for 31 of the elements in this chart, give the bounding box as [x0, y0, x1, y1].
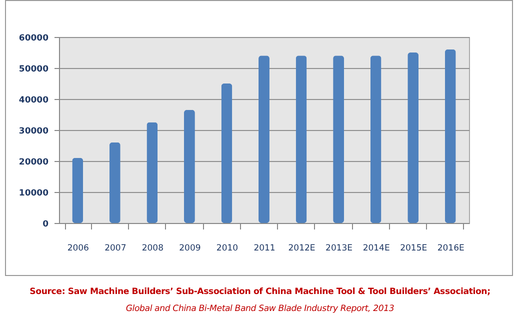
x-tick-label: 2014E: [362, 244, 390, 254]
x-tick-label: 2006: [67, 244, 89, 254]
bar: [109, 142, 120, 223]
y-tick-label: 40000: [18, 96, 49, 106]
x-tick-label: 2007: [104, 244, 126, 254]
x-tick-label: 2013E: [326, 244, 353, 254]
y-tick-label: 60000: [18, 34, 49, 44]
bar: [184, 110, 195, 223]
y-tick-label: 20000: [18, 158, 49, 168]
source-note: Source: Saw Machine Builders’ Sub-Association of China Machine Tool & Tool Builders’ Association;: [28, 286, 492, 299]
y-tick-label: 30000: [18, 126, 49, 136]
text: Global and China Bi-Metal Band Saw Blade Industry Report, 2013: [124, 303, 396, 316]
x-tick-label: 2010: [216, 244, 238, 254]
bar: [333, 56, 344, 223]
x-tick-label: 2011: [254, 244, 276, 254]
x-tick-label: 2015E: [400, 244, 428, 254]
bar: [221, 84, 232, 223]
bar: [408, 52, 419, 223]
x-tick-label: 2008: [142, 244, 164, 254]
y-tick-label: 50000: [18, 64, 49, 74]
bar: [444, 49, 456, 223]
y-tick-label: 10000: [18, 188, 49, 198]
x-tick-label: 2012E: [288, 244, 316, 254]
x-tick-label: 2009: [179, 244, 201, 254]
x-tick-label: 2016E: [437, 244, 464, 254]
bar: [296, 56, 307, 223]
bar: [258, 56, 270, 223]
bar: [146, 122, 158, 223]
y-tick-label: 0: [42, 220, 49, 230]
bar: [370, 56, 382, 223]
bar: [72, 158, 84, 223]
